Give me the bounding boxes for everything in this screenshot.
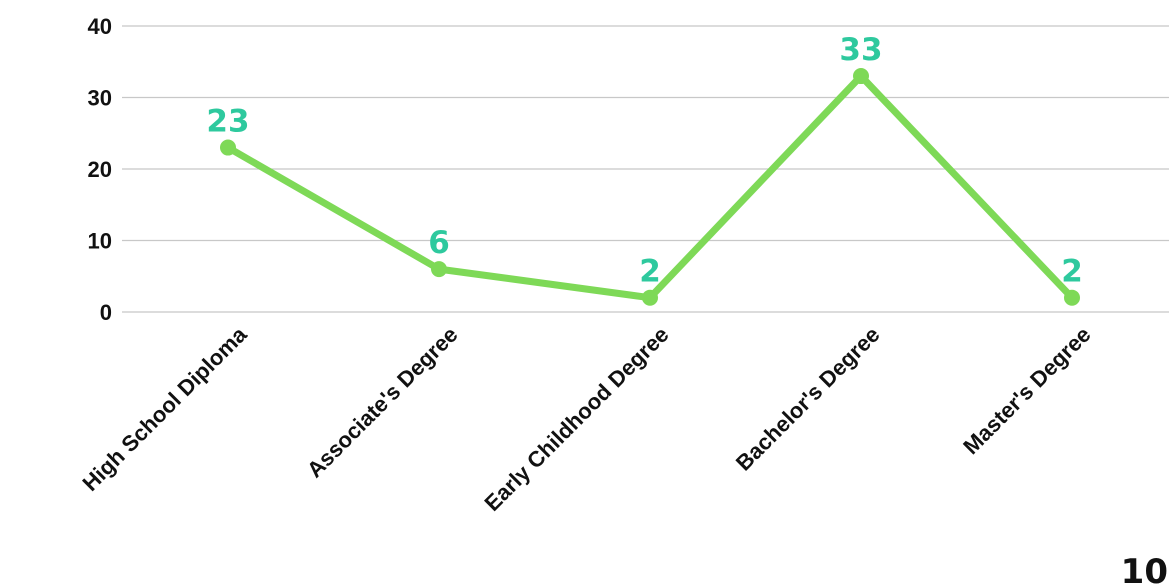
x-category-label: Master's Degree — [958, 322, 1095, 459]
data-label: 33 — [839, 32, 882, 68]
y-tick-label: 0 — [100, 300, 112, 325]
page-number: 10 — [1121, 552, 1168, 585]
data-point — [1064, 289, 1080, 306]
x-category-label: Associate's Degree — [302, 322, 463, 483]
data-point — [642, 289, 658, 306]
y-tick-label: 20 — [88, 157, 112, 182]
x-category-label: Bachelor's Degree — [731, 322, 885, 476]
data-points — [220, 68, 1080, 306]
y-axis-ticks: 0 10 20 30 40 — [88, 14, 112, 325]
data-point — [853, 68, 869, 85]
data-point — [431, 261, 447, 278]
data-label: 6 — [428, 225, 450, 261]
y-tick-label: 30 — [88, 86, 112, 111]
data-point — [220, 139, 236, 156]
x-axis-category-labels: High School Diploma Associate's Degree Ear… — [77, 321, 1095, 516]
data-label: 2 — [639, 254, 661, 290]
y-tick-label: 40 — [88, 14, 112, 39]
gridlines — [122, 25, 1169, 313]
data-label: 2 — [1061, 254, 1083, 290]
x-category-label: High School Diploma — [77, 321, 252, 496]
data-labels: 23 6 2 33 2 — [206, 32, 1082, 290]
x-category-label: Early Childhood Degree — [480, 322, 674, 516]
data-label: 23 — [206, 104, 249, 140]
y-tick-label: 10 — [88, 229, 112, 254]
